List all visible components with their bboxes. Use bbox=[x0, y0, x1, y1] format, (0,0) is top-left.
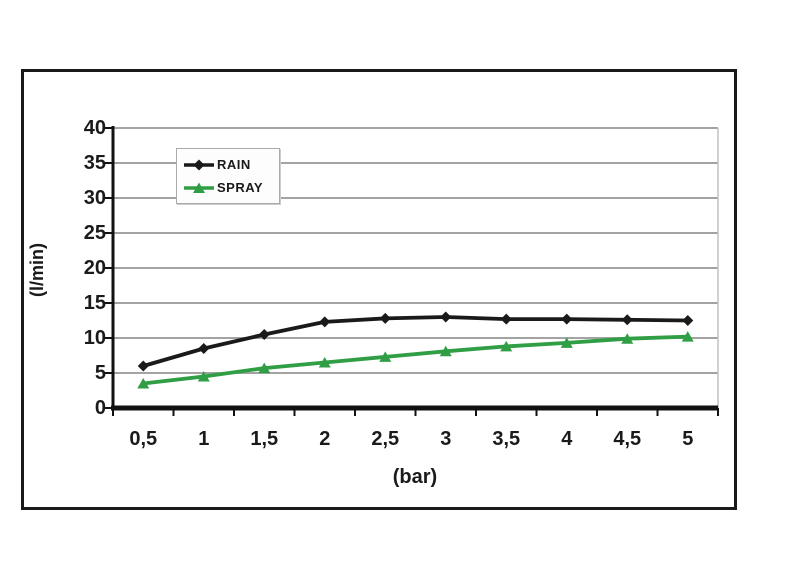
spray-line-marker-icon bbox=[184, 182, 214, 193]
rain-data-point bbox=[198, 343, 210, 354]
rain-data-point bbox=[258, 329, 270, 340]
spray-data-point bbox=[318, 357, 331, 368]
spray-data-point bbox=[681, 331, 694, 342]
rain-data-point bbox=[561, 313, 573, 325]
rain-data-point bbox=[440, 311, 452, 323]
y-axis-title: (l/min) bbox=[27, 243, 47, 297]
spray-data-point bbox=[258, 362, 271, 374]
spray-data-point bbox=[439, 345, 452, 357]
rain-data-point bbox=[319, 316, 331, 328]
y-tick-label: 30 bbox=[83, 187, 106, 209]
rain-data-point bbox=[682, 315, 694, 326]
rain-line-marker-icon bbox=[184, 159, 214, 170]
legend-entry-rain: RAIN bbox=[183, 155, 279, 175]
y-tick-label: 5 bbox=[94, 362, 106, 384]
spray-data-point bbox=[500, 340, 513, 352]
legend: RAIN SPRAY bbox=[176, 148, 280, 204]
x-tick-label: 3,5 bbox=[492, 428, 521, 450]
rain-data-point bbox=[621, 314, 633, 326]
x-axis-title: (bar) bbox=[392, 466, 438, 488]
rain-data-point bbox=[137, 360, 149, 372]
spray-data-point bbox=[137, 378, 150, 389]
rain-data-point bbox=[379, 312, 391, 324]
y-tick-label: 15 bbox=[83, 292, 106, 314]
x-tick-label: 2 bbox=[319, 428, 331, 450]
x-tick-label: 1,5 bbox=[250, 428, 279, 450]
x-tick-label: 4,5 bbox=[613, 428, 642, 450]
x-tick-label: 2,5 bbox=[371, 428, 400, 450]
spray-data-point bbox=[197, 371, 210, 382]
spray-data-point bbox=[560, 337, 573, 348]
figure-border bbox=[21, 69, 737, 510]
spray-data-point bbox=[621, 333, 634, 344]
y-tick-label: 20 bbox=[83, 257, 106, 279]
y-tick-label: 40 bbox=[83, 117, 106, 139]
x-tick-label: 5 bbox=[682, 428, 694, 450]
spray-data-point bbox=[379, 351, 392, 362]
y-tick-label: 0 bbox=[94, 397, 106, 419]
x-tick-label: 4 bbox=[561, 428, 573, 450]
y-tick-label: 10 bbox=[83, 327, 106, 349]
x-tick-label: 3 bbox=[440, 428, 452, 450]
rain-data-point bbox=[500, 313, 512, 325]
legend-label-rain: RAIN bbox=[217, 157, 251, 172]
legend-entry-spray: SPRAY bbox=[183, 178, 279, 198]
legend-label-spray: SPRAY bbox=[217, 180, 264, 195]
x-tick-label: 0,5 bbox=[129, 428, 158, 450]
x-tick-label: 1 bbox=[198, 428, 210, 450]
y-tick-label: 25 bbox=[83, 222, 106, 244]
y-tick-label: 35 bbox=[83, 152, 106, 174]
